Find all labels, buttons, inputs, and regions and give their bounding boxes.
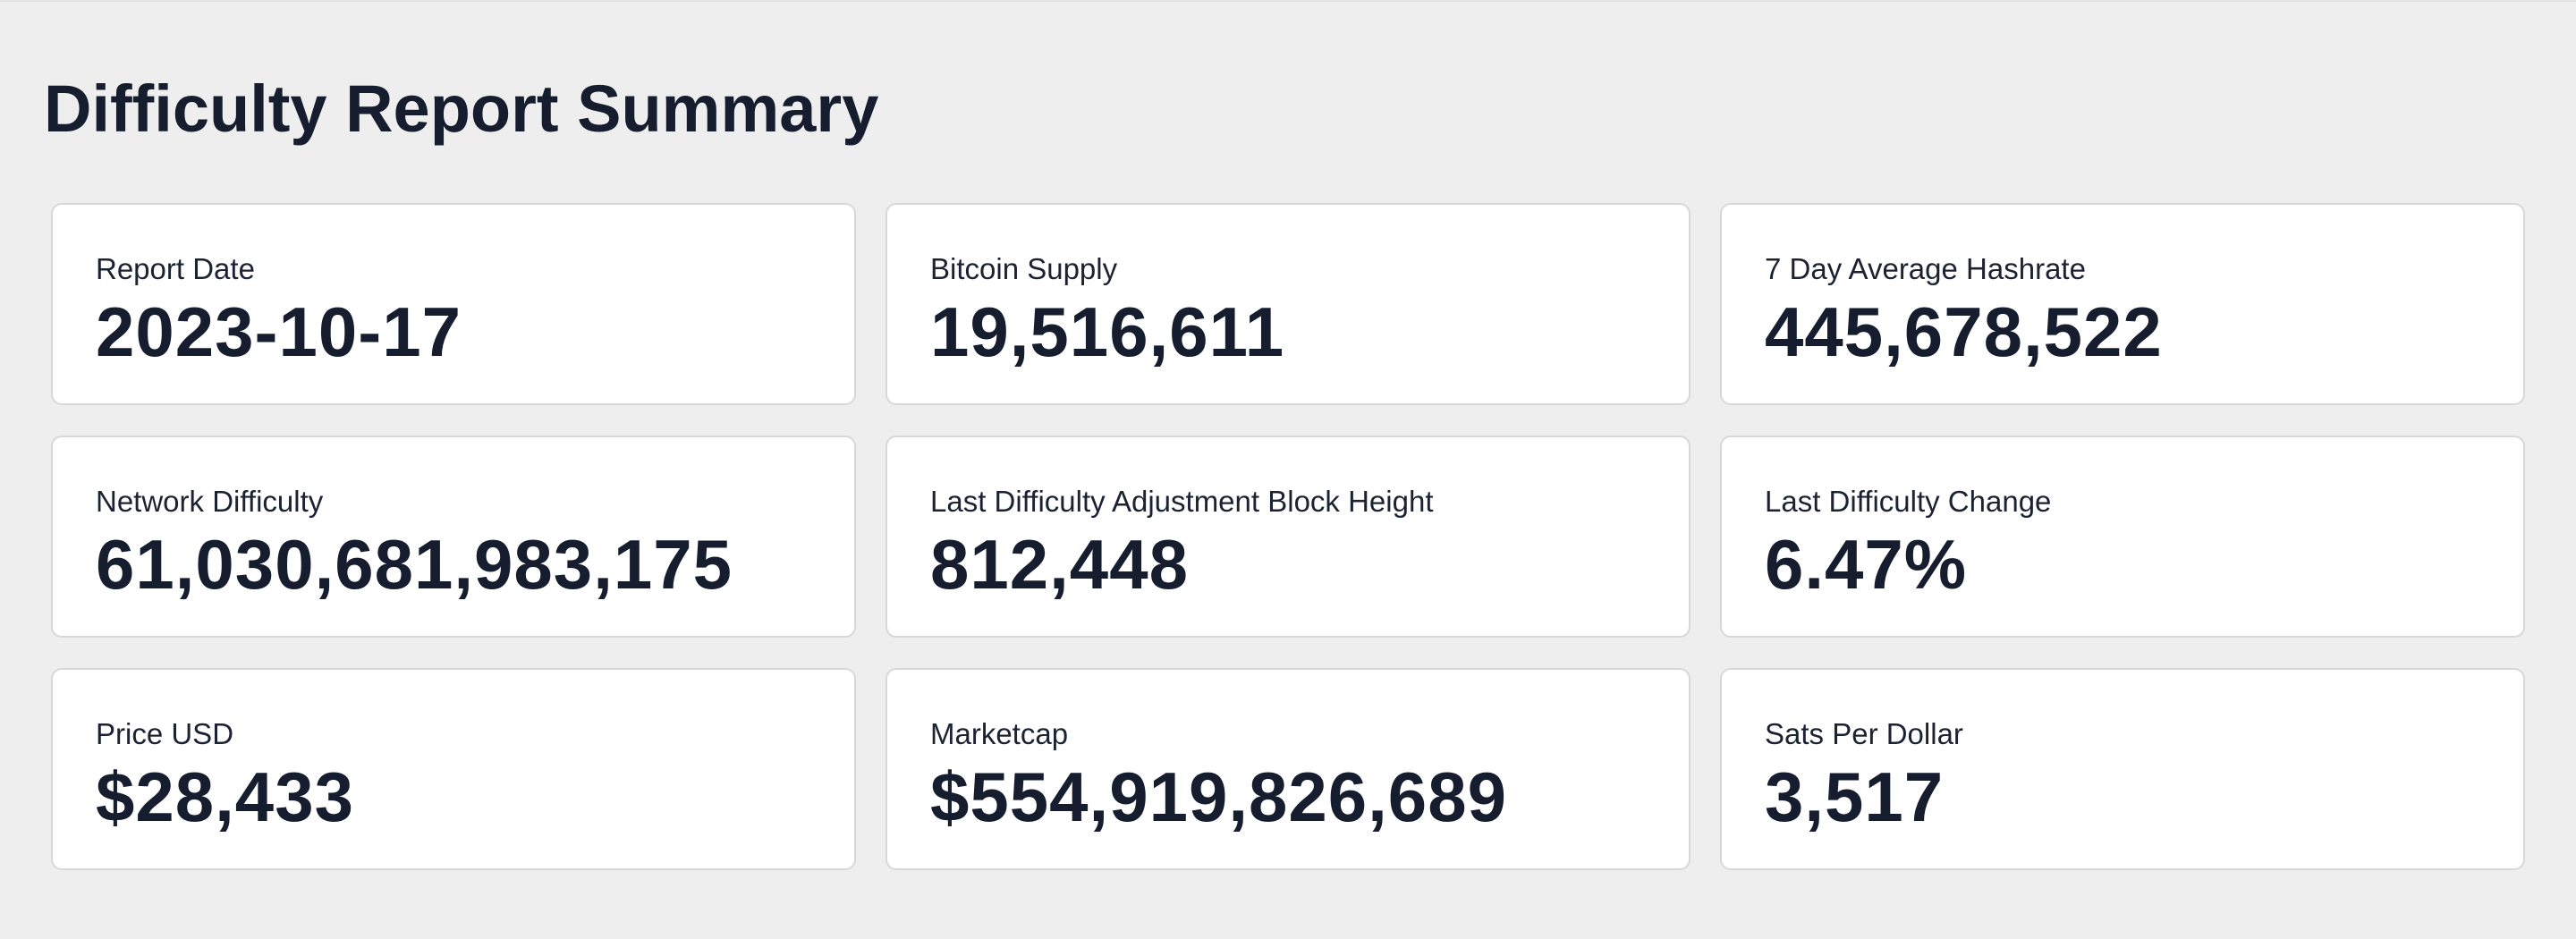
network-difficulty-value: 61,030,681,983,175 (96, 525, 733, 604)
price-usd-value: $28,433 (96, 757, 354, 836)
hashrate-label: 7 Day Average Hashrate (1765, 252, 2086, 285)
bitcoin-supply-value: 19,516,611 (930, 292, 1285, 371)
bitcoin-supply-card: Bitcoin Supply 19,516,611 (886, 203, 1690, 405)
sats-per-dollar-label: Sats Per Dollar (1765, 717, 1963, 750)
difficulty-change-card: Last Difficulty Change 6.47% (1720, 436, 2525, 638)
report-date-value: 2023-10-17 (96, 292, 462, 371)
report-date-label: Report Date (96, 252, 255, 285)
bitcoin-supply-label: Bitcoin Supply (930, 252, 1118, 285)
price-usd-card: Price USD $28,433 (51, 668, 856, 870)
sats-per-dollar-card: Sats Per Dollar 3,517 (1720, 668, 2525, 870)
block-height-value: 812,448 (930, 525, 1189, 604)
summary-card-grid: Report Date 2023-10-17 Bitcoin Supply 19… (51, 203, 2525, 870)
hashrate-card: 7 Day Average Hashrate 445,678,522 (1720, 203, 2525, 405)
block-height-card: Last Difficulty Adjustment Block Height … (886, 436, 1690, 638)
top-divider (0, 0, 2576, 2)
block-height-label: Last Difficulty Adjustment Block Height (930, 485, 1434, 518)
network-difficulty-label: Network Difficulty (96, 485, 324, 518)
marketcap-label: Marketcap (930, 717, 1069, 750)
marketcap-card: Marketcap $554,919,826,689 (886, 668, 1690, 870)
page-title: Difficulty Report Summary (44, 72, 879, 146)
network-difficulty-card: Network Difficulty 61,030,681,983,175 (51, 436, 856, 638)
difficulty-change-label: Last Difficulty Change (1765, 485, 2052, 518)
difficulty-change-value: 6.47% (1765, 525, 1968, 604)
marketcap-value: $554,919,826,689 (930, 757, 1507, 836)
price-usd-label: Price USD (96, 717, 234, 750)
report-date-card: Report Date 2023-10-17 (51, 203, 856, 405)
hashrate-value: 445,678,522 (1765, 292, 2163, 371)
sats-per-dollar-value: 3,517 (1765, 757, 1945, 836)
